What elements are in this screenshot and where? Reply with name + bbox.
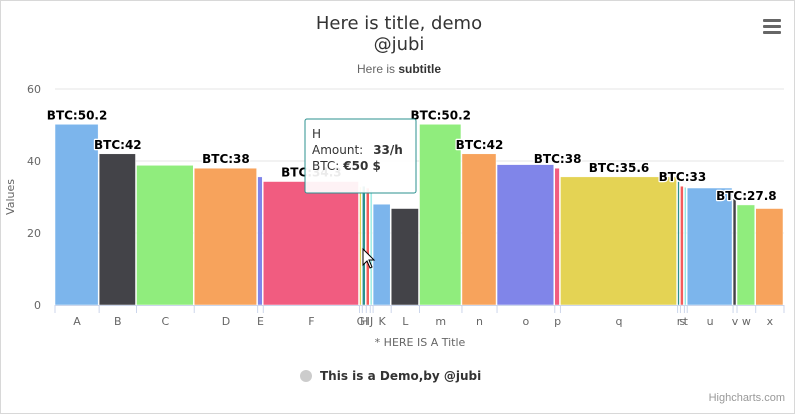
bar[interactable] — [136, 165, 194, 306]
x-tick-label: p — [554, 315, 561, 328]
data-label: BTC:42 — [456, 138, 504, 152]
bar[interactable] — [54, 124, 99, 306]
x-tick-label: A — [73, 315, 81, 328]
chart-subtitle: Here is subtitle — [357, 62, 441, 76]
bar[interactable] — [686, 187, 733, 306]
bar[interactable] — [680, 185, 684, 306]
y-tick-label: 60 — [27, 83, 41, 96]
x-tick-label: E — [257, 315, 264, 328]
data-label: BTC:27.8 — [716, 189, 777, 203]
data-label: BTC:35.6 — [589, 161, 650, 175]
tooltip-box — [304, 118, 417, 194]
x-tick-label: m — [435, 315, 446, 328]
bar[interactable] — [732, 198, 737, 306]
y-axis-title: Values — [4, 179, 17, 215]
x-tick-label: o — [523, 315, 530, 328]
x-tick-label: w — [742, 315, 751, 328]
x-tick-label: C — [162, 315, 170, 328]
x-tick-label: L — [402, 315, 409, 328]
bar[interactable] — [677, 181, 680, 306]
x-tick-label: B — [114, 315, 122, 328]
x-tick-label: r — [677, 315, 682, 328]
tooltip-btc-line: BTC: €50 $ — [312, 159, 381, 173]
tooltip-btc-value: €50 $ — [342, 159, 381, 173]
subtitle-bold: subtitle — [398, 62, 441, 76]
data-label: BTC:33 — [659, 170, 707, 184]
bar[interactable] — [98, 153, 136, 306]
tooltip-category: H — [312, 127, 321, 141]
data-label: BTC:50.2 — [410, 108, 471, 122]
bar[interactable] — [370, 189, 373, 306]
bar[interactable] — [359, 186, 362, 306]
bar-series[interactable] — [54, 124, 784, 306]
x-tick-label: G — [357, 315, 366, 328]
bar[interactable] — [554, 167, 560, 306]
bar[interactable] — [257, 176, 263, 306]
credits-link[interactable]: Highcharts.com — [709, 392, 785, 404]
bar[interactable] — [372, 203, 391, 306]
data-label: BTC:38 — [202, 152, 250, 166]
x-tick-label: q — [616, 315, 623, 328]
y-tick-label: 40 — [27, 155, 41, 168]
bar[interactable] — [461, 153, 497, 306]
legend-marker — [300, 370, 312, 382]
x-axis-title: * HERE IS A Title — [375, 336, 466, 349]
x-tick-label: v — [732, 315, 739, 328]
chart-title: Here is title, demo — [316, 13, 482, 34]
tooltip-amount-line: Amount: 33/h — [312, 143, 403, 157]
hamburger-menu-icon[interactable] — [763, 19, 781, 34]
bar[interactable] — [193, 167, 257, 306]
tooltip-amount-label: Amount: — [312, 143, 363, 157]
x-tick-label: u — [707, 315, 714, 328]
x-tick-label: D — [222, 315, 230, 328]
x-tick-label: F — [308, 315, 314, 328]
x-tick-marks — [54, 305, 785, 313]
x-tick-label: H — [360, 315, 368, 328]
bar[interactable] — [362, 185, 366, 306]
tooltip-amount-value: 33/h — [373, 143, 403, 157]
bar[interactable] — [496, 164, 555, 306]
bar[interactable] — [736, 204, 755, 306]
bar[interactable] — [560, 176, 677, 306]
y-tick-labels: 0 20 40 60 — [27, 83, 41, 312]
x-tick-label: n — [476, 315, 483, 328]
chart-title-line2: @jubi — [374, 34, 425, 55]
y-tick-label: 0 — [34, 299, 41, 312]
subtitle-prefix: Here is — [357, 62, 398, 76]
data-label: BTC:50.2 — [47, 108, 108, 122]
bar[interactable] — [390, 208, 419, 306]
x-tick-label: I — [367, 315, 370, 328]
legend-label: This is a Demo,by @jubi — [320, 369, 481, 383]
bar[interactable] — [263, 181, 359, 306]
data-label: BTC:38 — [534, 152, 582, 166]
bar[interactable] — [366, 187, 370, 306]
y-tick-label: 20 — [27, 227, 41, 240]
x-tick-label: J — [369, 315, 373, 328]
x-tick-label: K — [379, 315, 387, 328]
tooltip: H Amount: 33/h BTC: €50 $ — [304, 118, 417, 194]
x-tick-label: x — [767, 315, 774, 328]
legend-item[interactable]: This is a Demo,by @jubi — [300, 369, 481, 383]
mouse-cursor-icon — [362, 247, 376, 269]
bar[interactable] — [684, 187, 687, 306]
x-tick-label: t — [684, 315, 689, 328]
bar[interactable] — [755, 208, 784, 306]
x-tick-label: s — [680, 315, 686, 328]
data-label: BTC:42 — [94, 138, 142, 152]
bar[interactable] — [419, 124, 462, 306]
tooltip-btc-label: BTC: — [312, 159, 339, 173]
